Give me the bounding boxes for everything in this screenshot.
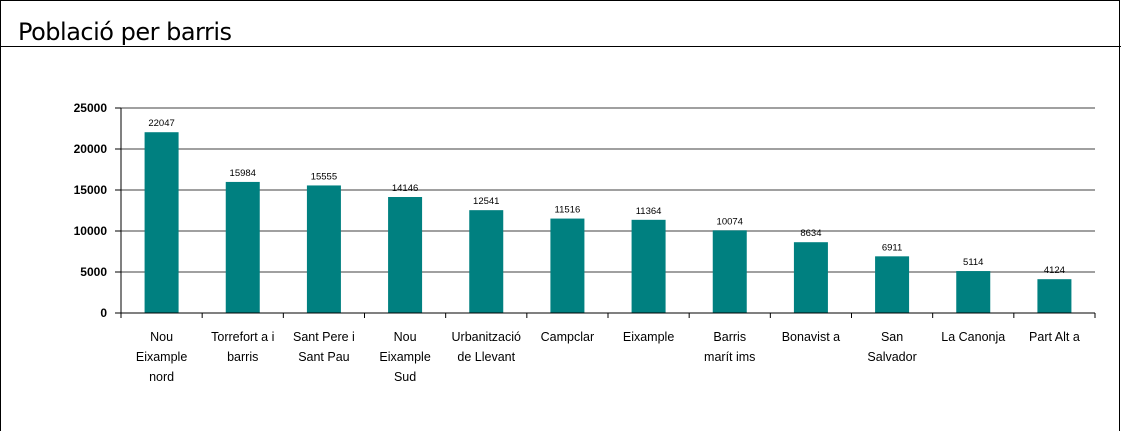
bar xyxy=(388,197,423,313)
x-tick-label: Salvador xyxy=(867,350,916,364)
data-label: 6911 xyxy=(882,242,902,253)
x-tick-label: Bonavist a xyxy=(782,330,840,344)
y-tick-label: 20000 xyxy=(74,142,108,156)
data-label: 10074 xyxy=(717,216,743,227)
x-tick-label: Eixample xyxy=(136,350,187,364)
x-tick-label: Sud xyxy=(394,370,416,384)
bar xyxy=(875,256,910,313)
bar xyxy=(144,132,179,313)
y-tick-label: 0 xyxy=(100,306,107,320)
y-tick-label: 25000 xyxy=(74,101,108,115)
x-tick-label: Nou xyxy=(150,330,173,344)
x-tick-label: Eixample xyxy=(379,350,430,364)
y-tick-label: 10000 xyxy=(74,224,108,238)
data-label: 15555 xyxy=(311,171,337,182)
bar xyxy=(793,242,828,313)
x-tick-label: Urbanització xyxy=(452,330,522,344)
x-tick-label: Nou xyxy=(394,330,417,344)
bar xyxy=(712,230,747,313)
y-tick-label: 5000 xyxy=(80,265,107,279)
x-tick-label: Barris xyxy=(713,330,746,344)
data-label: 11364 xyxy=(636,206,662,217)
bar xyxy=(225,181,260,313)
x-tick-label: La Canonja xyxy=(941,330,1005,344)
data-label: 15984 xyxy=(230,168,256,179)
bar xyxy=(306,185,341,313)
x-tick-label: Torrefort a i xyxy=(211,330,274,344)
x-tick-label: Sant Pere i xyxy=(293,330,355,344)
x-tick-label: Eixample xyxy=(623,330,674,344)
x-tick-label: nord xyxy=(149,370,174,384)
bar xyxy=(550,218,585,313)
x-tick-label: Sant Pau xyxy=(298,350,349,364)
x-tick-label: Part Alt a xyxy=(1029,330,1080,344)
data-label: 14146 xyxy=(392,183,418,194)
data-label: 22047 xyxy=(148,118,174,129)
bar xyxy=(956,271,991,313)
y-tick-label: 15000 xyxy=(74,183,108,197)
data-label: 4124 xyxy=(1044,265,1065,276)
bar xyxy=(1037,279,1072,313)
x-tick-label: barris xyxy=(227,350,258,364)
chart-title: Població per barris xyxy=(18,18,232,46)
data-label: 11516 xyxy=(555,205,581,216)
data-label: 8634 xyxy=(800,228,821,239)
chart-header: Població per barris xyxy=(1,1,1121,47)
data-label: 12541 xyxy=(473,196,499,207)
bar xyxy=(469,210,504,313)
bar xyxy=(631,219,666,313)
x-tick-label: Campclar xyxy=(541,330,595,344)
data-label: 5114 xyxy=(963,257,983,268)
x-tick-label: San xyxy=(881,330,903,344)
x-tick-label: marít ims xyxy=(704,350,755,364)
x-tick-label: de Llevant xyxy=(457,350,515,364)
